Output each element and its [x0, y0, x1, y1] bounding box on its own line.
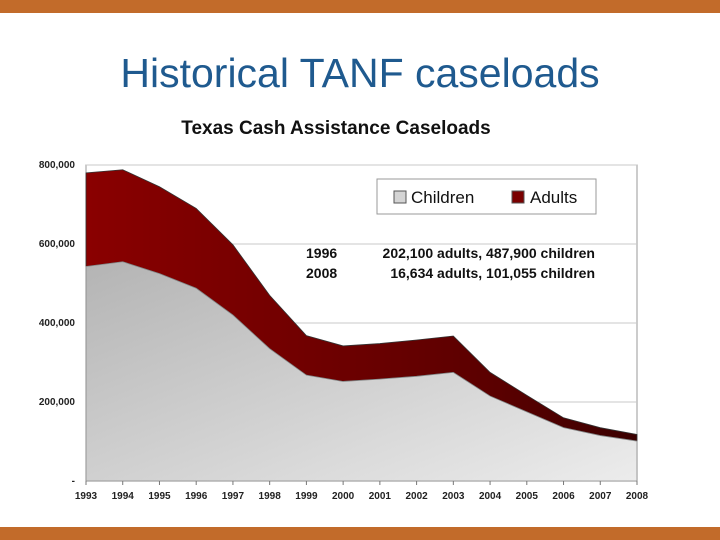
legend-label-adults: Adults — [530, 188, 577, 207]
x-tick-label: 2001 — [369, 491, 392, 502]
y-tick-label: 200,000 — [39, 397, 76, 408]
x-tick-label: 2000 — [332, 491, 355, 502]
x-tick-label: 1993 — [75, 491, 98, 502]
x-tick-label: 2002 — [405, 491, 428, 502]
annotation-text-2008: 16,634 adults, 101,055 children — [390, 265, 595, 281]
annotation-year-2008: 2008 — [306, 265, 337, 281]
annotation-year-1996: 1996 — [306, 245, 337, 261]
bottom-accent-bar — [0, 527, 720, 540]
x-tick-label: 2003 — [442, 491, 465, 502]
series-area-children — [85, 261, 638, 482]
legend-box — [376, 178, 597, 215]
x-tick-label: 2005 — [516, 491, 539, 502]
legend-label-children: Children — [411, 188, 474, 207]
x-tick-label: 2007 — [589, 491, 612, 502]
annotation-text-1996: 202,100 adults, 487,900 children — [383, 245, 595, 261]
slide-title: Historical TANF caseloads — [120, 50, 600, 96]
legend-swatch-adults — [511, 190, 525, 204]
legend: Children Adults — [376, 178, 597, 215]
x-tick-label: 2004 — [479, 491, 502, 502]
chart-title: Texas Cash Assistance Caseloads — [181, 118, 490, 139]
x-tick-label: 1996 — [185, 491, 208, 502]
x-tick-label: 1998 — [259, 491, 282, 502]
y-tick-label: - — [72, 476, 75, 487]
x-tick-label: 1997 — [222, 491, 245, 502]
x-tick-label: 2008 — [626, 491, 649, 502]
y-tick-label: 800,000 — [39, 160, 76, 171]
annotations: 1996 202,100 adults, 487,900 children 20… — [306, 245, 595, 281]
x-tick-label: 1995 — [148, 491, 171, 502]
top-accent-bar — [0, 0, 720, 13]
x-tick-label: 1994 — [112, 491, 135, 502]
legend-swatch-children — [393, 190, 407, 204]
x-tick-label: 1999 — [295, 491, 318, 502]
y-tick-label: 600,000 — [39, 239, 76, 250]
x-tick-label: 2006 — [552, 491, 575, 502]
y-tick-label: 400,000 — [39, 318, 76, 329]
